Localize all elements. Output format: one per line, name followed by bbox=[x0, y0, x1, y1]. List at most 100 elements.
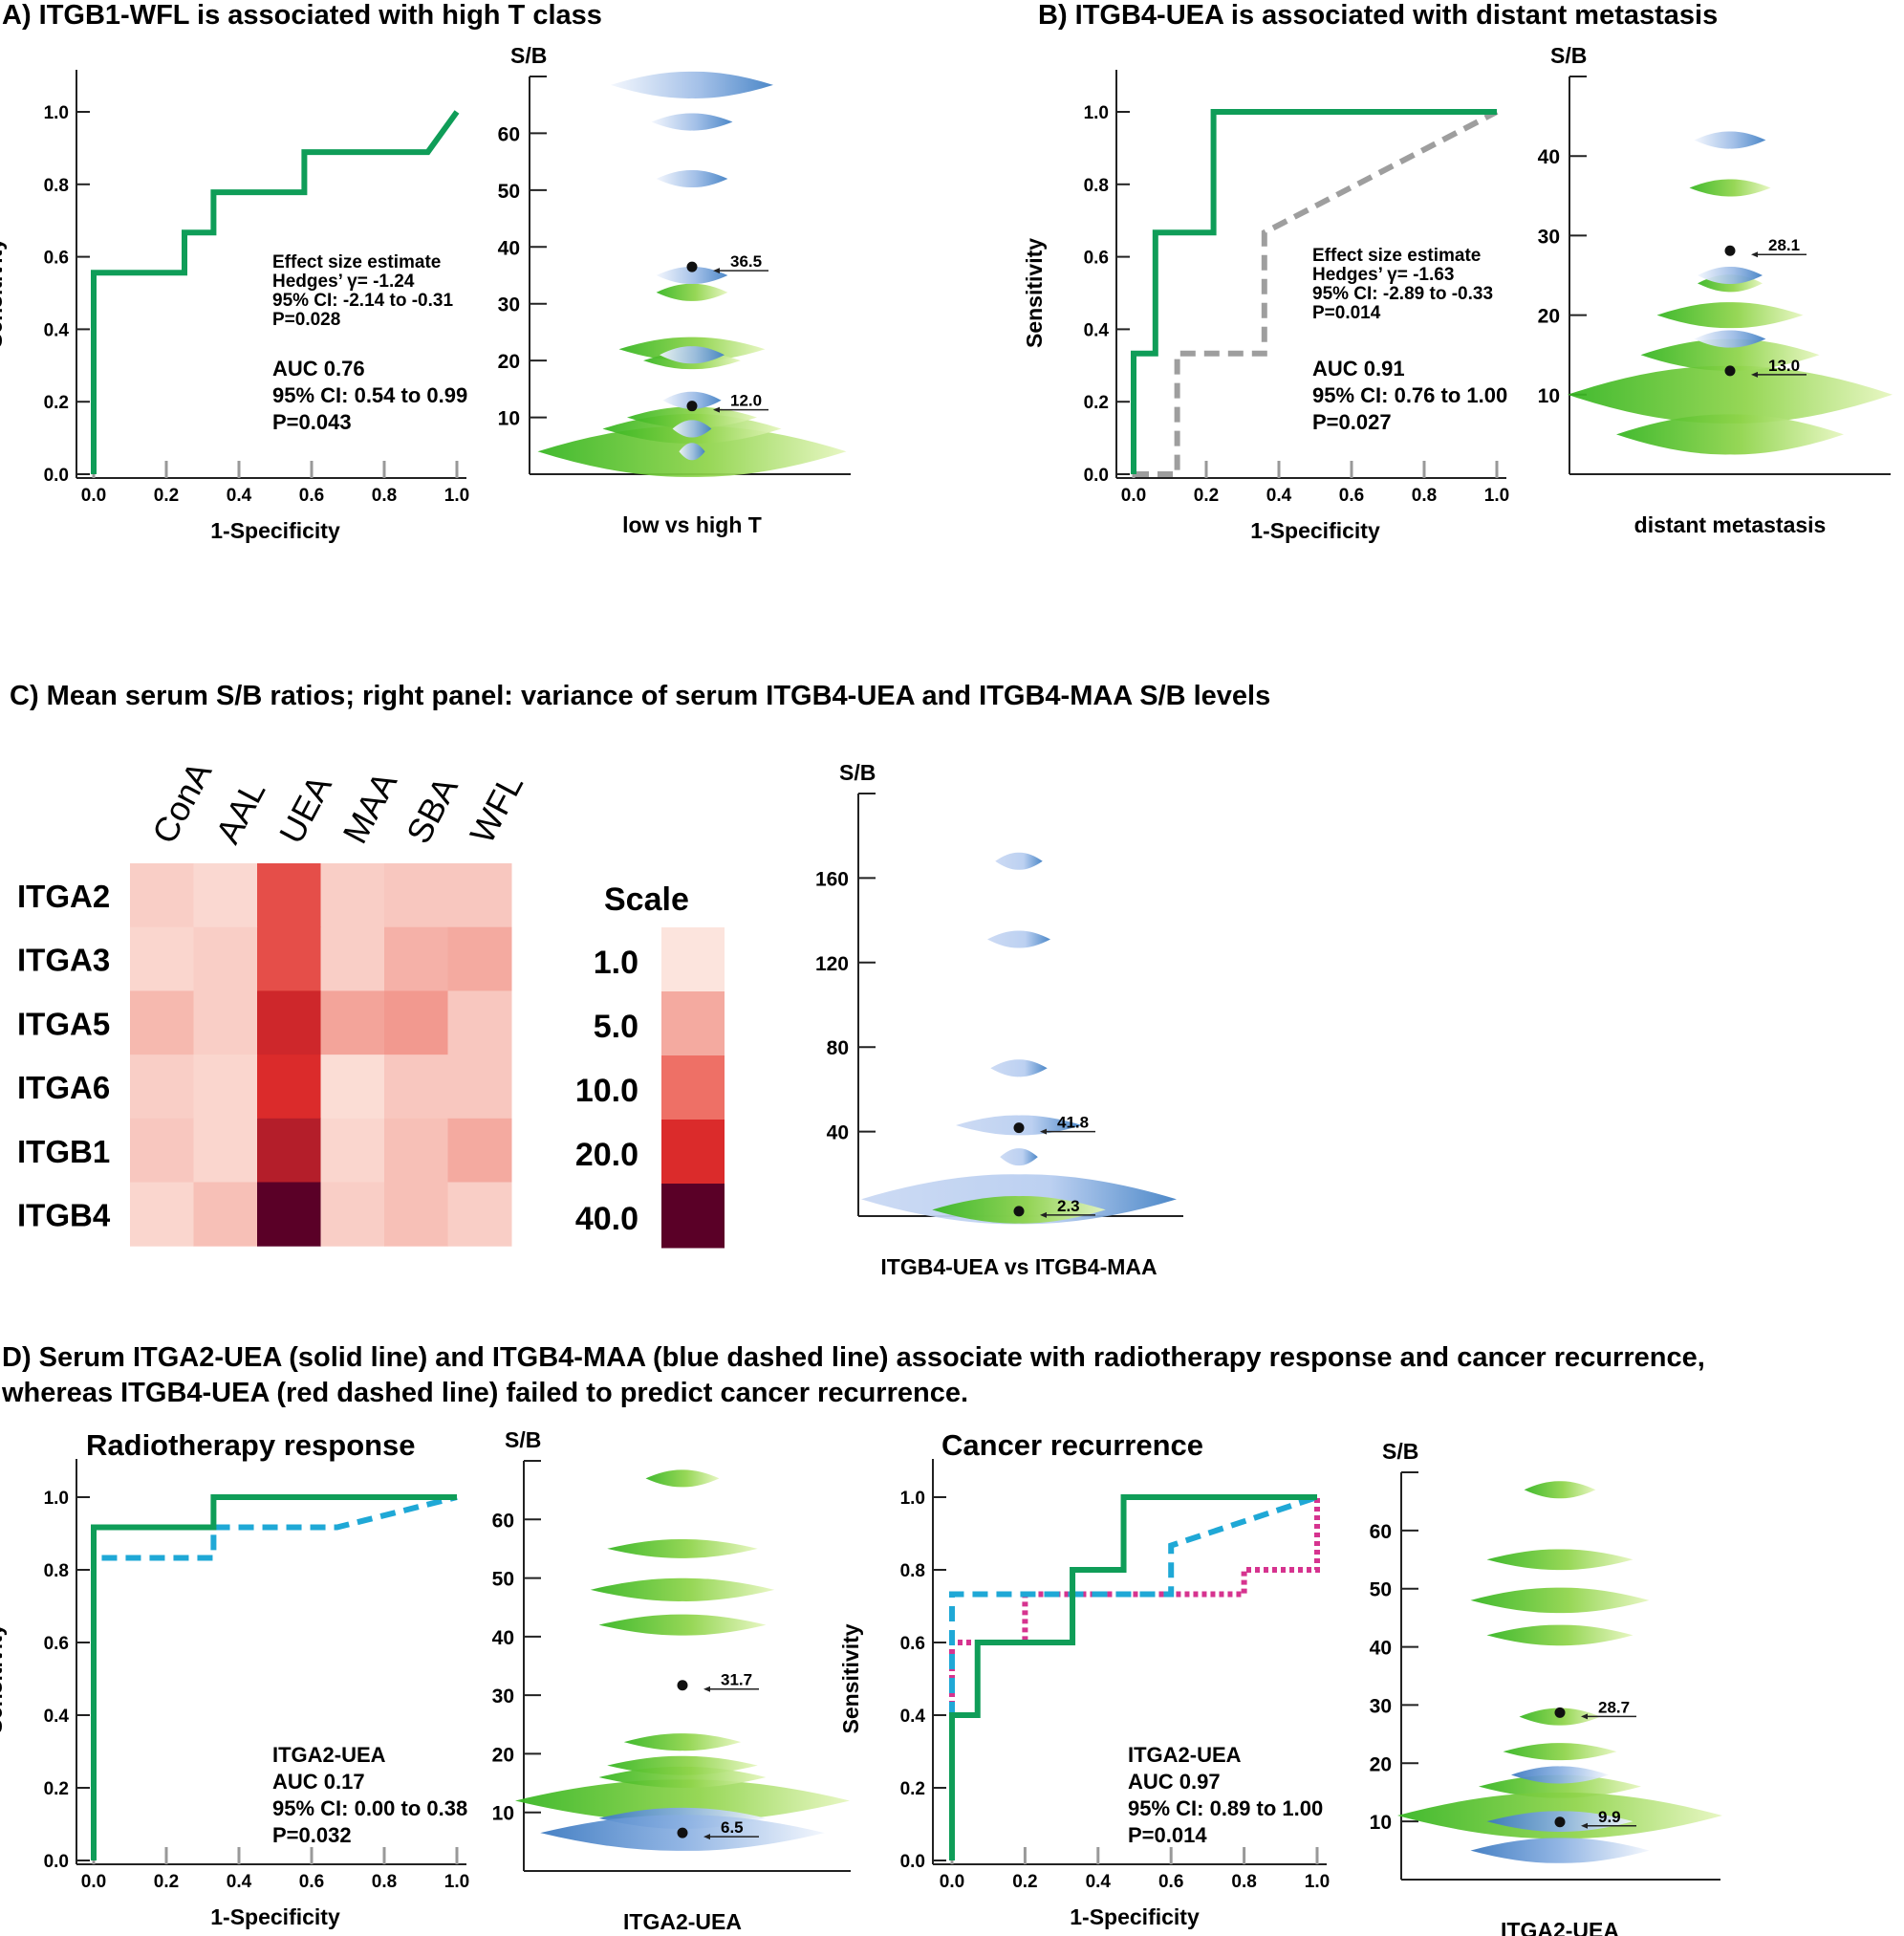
y-tick-label: 20 bbox=[1370, 1753, 1392, 1775]
violin-density-blob-blue bbox=[1698, 266, 1763, 285]
y-tick-label: 0.8 bbox=[44, 1561, 69, 1581]
annotation-arrow bbox=[713, 268, 720, 274]
auc-stat-text: ITGA2-UEA bbox=[272, 1743, 386, 1767]
x-tick-label: 0.6 bbox=[1158, 1872, 1183, 1892]
heatmap-row-label: ITGB4 bbox=[17, 1198, 111, 1233]
x-tick-label: 0.6 bbox=[299, 1872, 324, 1892]
violin-density-blob-green bbox=[1640, 338, 1820, 371]
mean-marker bbox=[677, 1827, 688, 1838]
x-axis-label: ITGA2-UEA bbox=[1501, 1918, 1619, 1936]
heatmap-cell bbox=[257, 926, 321, 991]
roc-curve-series-1 bbox=[949, 1494, 1317, 1860]
y-tick-label: 0.4 bbox=[900, 1707, 926, 1727]
y-tick-label: 0.2 bbox=[900, 1779, 925, 1799]
annotation-arrow bbox=[1751, 371, 1758, 378]
effect-size-text: P=0.014 bbox=[1312, 303, 1381, 323]
y-tick-label: 0.0 bbox=[900, 1852, 925, 1872]
violin-density-blob-green bbox=[598, 1766, 767, 1788]
x-tick-label: 0.8 bbox=[372, 1872, 397, 1892]
auc-stat-text: 95% CI: 0.54 to 0.99 bbox=[272, 383, 467, 407]
panel-a-title: A) ITGB1-WFL is associated with high T c… bbox=[2, 0, 602, 31]
heatmap-cell bbox=[257, 863, 321, 928]
violin-density-blob-blue bbox=[672, 420, 712, 438]
heatmap-column-label: ConA bbox=[144, 755, 219, 850]
auc-stat-text: 95% CI: 0.89 to 1.00 bbox=[1128, 1796, 1323, 1820]
heatmap-cell bbox=[257, 1182, 321, 1247]
mean-marker bbox=[686, 401, 698, 412]
y-tick-label: 0.2 bbox=[1084, 393, 1109, 413]
mean-marker bbox=[1724, 245, 1736, 256]
mean-marker bbox=[677, 1680, 688, 1691]
heatmap-cell bbox=[130, 1182, 194, 1247]
y-tick-label: 50 bbox=[498, 181, 520, 203]
y-tick-label: 10 bbox=[1370, 1812, 1392, 1834]
mean-value-label: 6.5 bbox=[721, 1818, 744, 1837]
x-axis-label: distant metastasis bbox=[1634, 512, 1827, 537]
violin-density-blob-green bbox=[1656, 302, 1804, 329]
heatmap-cell bbox=[447, 1182, 512, 1247]
violin-density-blob-blue bbox=[1694, 330, 1766, 348]
scale-swatch bbox=[661, 1120, 725, 1185]
y-tick-label: 30 bbox=[492, 1686, 514, 1708]
x-tick-label: 0.0 bbox=[1121, 486, 1146, 506]
heatmap-row-label: ITGA2 bbox=[17, 879, 110, 914]
violin-density-blob-blue bbox=[662, 391, 722, 409]
y-tick-label: 60 bbox=[492, 1510, 514, 1532]
violin-density-blob-green bbox=[590, 1577, 775, 1601]
y-tick-label: 60 bbox=[498, 123, 520, 145]
mean-marker bbox=[1724, 365, 1736, 377]
y-tick-label: 0.8 bbox=[1084, 176, 1109, 196]
violin-density-blob-blue bbox=[1511, 1766, 1609, 1784]
annotation-arrow bbox=[713, 406, 720, 413]
y-tick-label: 160 bbox=[815, 868, 849, 890]
roc-chart-recurrence: 0.0 0.2 0.4 0.6 0.8 1.0 0.0 0.2 0.4 0.6 0.8 1.0 1-Sp… bbox=[838, 1459, 1330, 1929]
y-tick-label: 0.0 bbox=[1084, 466, 1109, 486]
violin-density-blob-green bbox=[1503, 1743, 1617, 1761]
x-axis-label: ITGB4-UEA vs ITGB4-MAA bbox=[880, 1254, 1157, 1279]
violin-density-blob-blue bbox=[656, 266, 728, 285]
x-tick-label: 0.6 bbox=[1339, 486, 1364, 506]
violin-density-blob-green bbox=[598, 1614, 767, 1636]
y-tick-label: 40 bbox=[1370, 1638, 1392, 1660]
mean-marker bbox=[1013, 1206, 1025, 1217]
violin-density-blob-blue bbox=[611, 71, 773, 98]
y-axis-label: S/B bbox=[1550, 43, 1587, 68]
panel-d-left-subtitle: Radiotherapy response bbox=[86, 1428, 416, 1462]
y-tick-label: 50 bbox=[492, 1569, 514, 1591]
panel-c-title: C) Mean serum S/B ratios; right panel: v… bbox=[10, 681, 1270, 711]
heatmap-cell bbox=[193, 926, 258, 991]
heatmap-cell bbox=[193, 990, 258, 1055]
heatmap-cell bbox=[320, 926, 385, 991]
annotation-arrow bbox=[1581, 1822, 1588, 1829]
mean-marker bbox=[1013, 1122, 1025, 1134]
mean-value-label: 2.3 bbox=[1057, 1197, 1080, 1215]
auc-stat-text: AUC 0.76 bbox=[272, 357, 365, 381]
y-tick-label: 120 bbox=[815, 953, 849, 975]
heatmap-row-label: ITGA6 bbox=[17, 1070, 110, 1105]
y-tick-label: 0.4 bbox=[1084, 320, 1110, 340]
violin-density-blob-green bbox=[1470, 1587, 1650, 1614]
violin-density-blob-blue bbox=[1000, 1148, 1038, 1166]
y-tick-label: 20 bbox=[1538, 306, 1560, 328]
mean-value-label: 9.9 bbox=[1598, 1808, 1621, 1826]
y-tick-label: 10 bbox=[492, 1803, 514, 1825]
x-tick-label: 0.4 bbox=[227, 486, 252, 506]
y-tick-label: 40 bbox=[1538, 146, 1560, 168]
violin-density-blob-green bbox=[1689, 179, 1771, 197]
heatmap-cell bbox=[447, 863, 512, 928]
x-tick-label: 0.2 bbox=[154, 1872, 179, 1892]
scale-swatch bbox=[661, 1055, 725, 1120]
auc-stat-text: 95% CI: 0.00 to 0.38 bbox=[272, 1796, 467, 1820]
heatmap-column-label: UEA bbox=[271, 769, 339, 850]
violin-chart-radiotherapy: S/B 10 20 30 40 50 60 ITGA2-UEA 31.7 6.5 bbox=[492, 1427, 851, 1934]
x-axis-label: low vs high T bbox=[622, 512, 762, 537]
scale-label: 5.0 bbox=[594, 1009, 638, 1045]
roc-curve-series-1 bbox=[1131, 109, 1497, 474]
heatmap-row-label: ITGA5 bbox=[17, 1006, 110, 1041]
x-tick-label: 0.8 bbox=[1231, 1872, 1256, 1892]
violin-density-blob-green bbox=[656, 283, 728, 301]
x-axis-label: 1-Specificity bbox=[1250, 518, 1380, 543]
x-tick-label: 0.2 bbox=[154, 486, 179, 506]
x-tick-label: 0.6 bbox=[299, 486, 324, 506]
effect-size-text: Effect size estimate bbox=[272, 252, 441, 272]
